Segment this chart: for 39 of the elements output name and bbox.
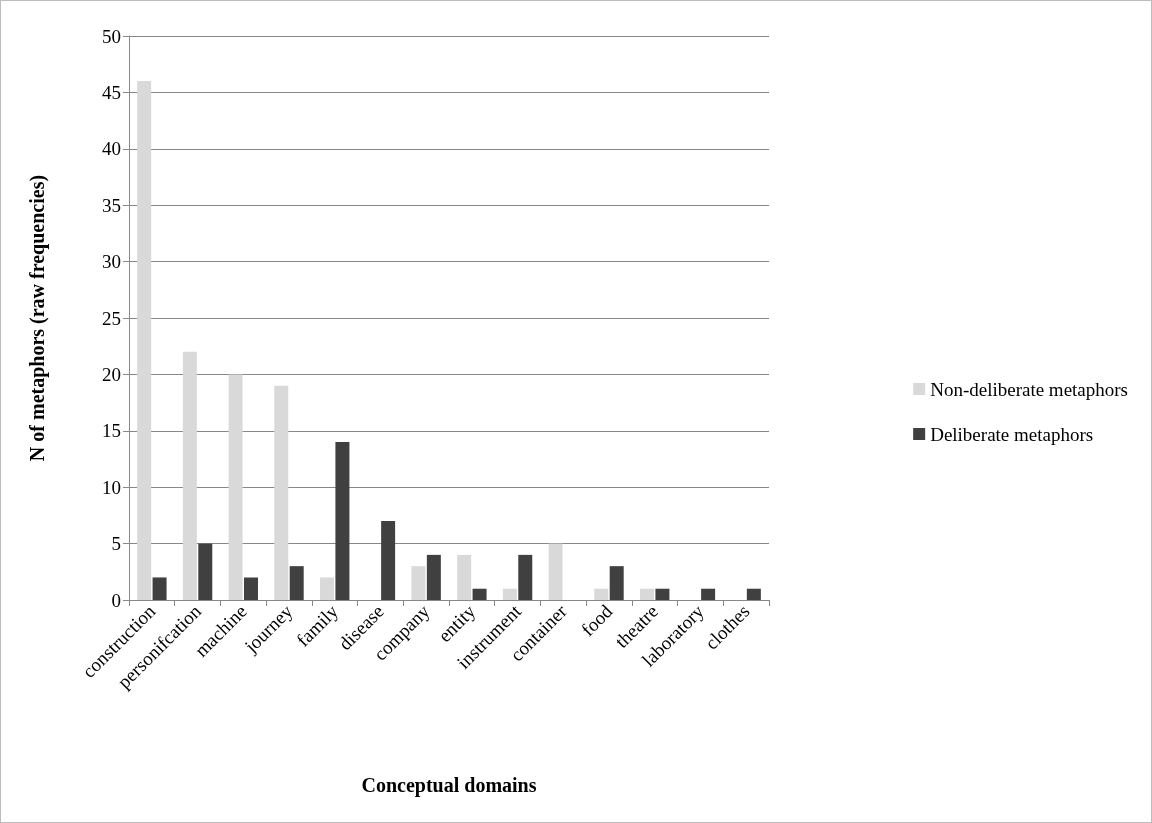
y-tick-label: 0 [111,589,121,611]
bar [594,588,609,600]
bar [228,374,243,600]
y-tick-label: 10 [102,476,121,498]
bar [472,588,487,600]
bar [335,442,350,600]
bar [152,577,167,600]
bar [243,577,258,600]
bar [701,588,716,600]
bar [320,577,335,600]
y-tick-label: 50 [102,25,121,47]
bar [381,521,396,600]
bar [502,588,517,600]
legend-label: Non-deliberate metaphors [930,378,1128,400]
y-tick-label: 45 [102,81,121,103]
bar [182,351,197,600]
bar [457,554,472,600]
y-tick-label: 40 [102,138,121,160]
y-tick-label: 25 [102,307,121,329]
y-axis-title: N of metaphors (raw frequencies) [26,174,49,462]
bar [746,588,761,600]
y-tick-label: 5 [111,533,121,555]
bar [655,588,670,600]
bar [289,566,304,600]
y-tick-label: 30 [102,251,121,273]
bar [198,543,213,600]
legend-label: Deliberate metaphors [930,423,1094,445]
y-tick-label: 35 [102,194,121,216]
bar [518,554,533,600]
y-tick-label: 15 [102,420,121,442]
bar [548,543,563,600]
bar [609,566,624,600]
bar [426,554,441,600]
bar [411,566,426,600]
bar [640,588,655,600]
bar [274,385,289,600]
y-tick-label: 20 [102,363,121,385]
x-axis-title: Conceptual domains [361,774,537,797]
bar [137,81,152,600]
